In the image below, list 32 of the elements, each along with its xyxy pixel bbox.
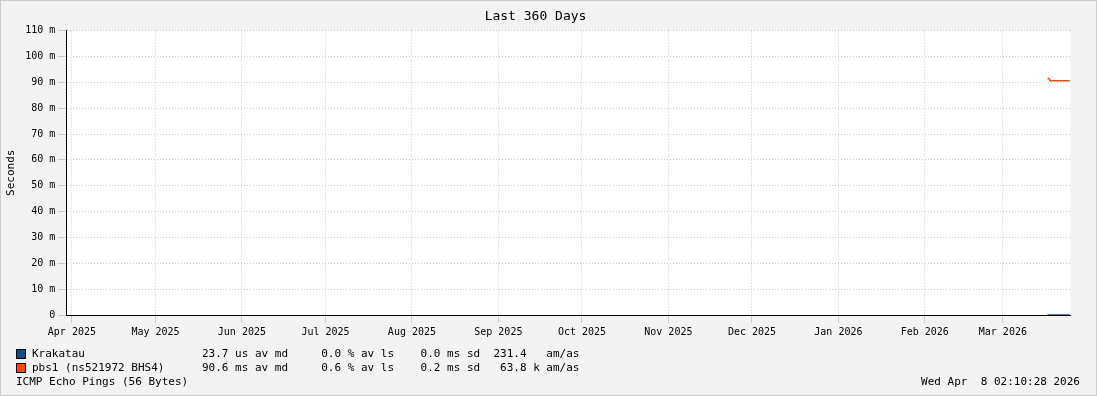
y-tick-label: 10 m — [31, 282, 56, 294]
x-tick-label: Feb 2026 — [900, 325, 949, 337]
x-tick-label: Aug 2025 — [387, 325, 437, 337]
y-axis-title: Seconds — [4, 149, 18, 196]
x-tick-label: Jan 2026 — [814, 325, 863, 337]
x-tick-label: Oct 2025 — [557, 325, 607, 337]
legend-label: Krakatau — [32, 347, 86, 361]
x-tick-label: Dec 2025 — [727, 325, 777, 337]
x-tick-label: Jul 2025 — [301, 325, 350, 337]
text: 90.6 ms av md 0.6 % av ls 0.2 ms sd 63.8 k am/as — [202, 361, 580, 375]
y-tick-label: 100 m — [25, 50, 56, 62]
y-tick-label: 60 m — [31, 153, 56, 165]
y-tick-label: 70 m — [31, 127, 56, 139]
x-tick-label: Jun 2025 — [217, 325, 266, 337]
y-tick-label: 40 m — [31, 205, 56, 217]
y-tick-label: 0 — [49, 308, 56, 320]
x-tick-label: May 2025 — [131, 325, 180, 337]
y-tick-label: 50 m — [31, 179, 56, 191]
legend-label: pbs1 (ns521972 BHS4) — [32, 361, 166, 375]
text: 23.7 us av md 0.0 % av ls 0.0 ms sd 231.4 am/as — [202, 347, 580, 361]
y-tick-label: 90 m — [31, 75, 56, 87]
chart-title: Last 360 Days — [484, 8, 587, 24]
text: Wed Apr 8 02:10:28 2026 — [921, 375, 1080, 388]
x-tick-label: Mar 2026 — [978, 325, 1027, 337]
y-tick-label: 30 m — [31, 231, 56, 243]
text: ICMP Echo Pings (56 Bytes) — [16, 375, 189, 388]
x-tick-label: Apr 2025 — [47, 325, 96, 337]
x-tick-label: Nov 2025 — [644, 325, 693, 337]
y-tick-label: 110 m — [25, 24, 56, 36]
x-tick-label: Sep 2025 — [474, 325, 523, 337]
y-tick-label: 80 m — [31, 101, 56, 113]
y-tick-label: 20 m — [31, 256, 56, 268]
